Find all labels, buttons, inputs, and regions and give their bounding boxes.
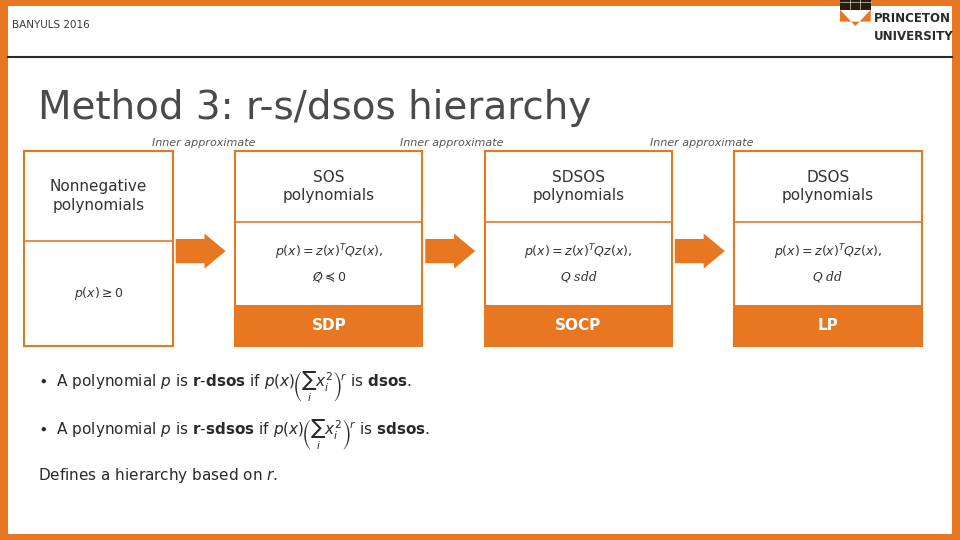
FancyArrow shape bbox=[675, 233, 725, 268]
Text: SDP: SDP bbox=[311, 318, 347, 333]
Text: $\bullet\;$ A polynomial $p$ is $\mathbf{r}$-$\mathbf{sdsos}$ if $p(x)\!\left(\s: $\bullet\;$ A polynomial $p$ is $\mathbf… bbox=[38, 417, 430, 452]
Text: $p(x) \geq 0$: $p(x) \geq 0$ bbox=[74, 285, 123, 302]
FancyArrow shape bbox=[176, 233, 226, 268]
Text: Defines a hierarchy based on $r$.: Defines a hierarchy based on $r$. bbox=[38, 465, 278, 485]
Text: $p(x) = z(x)^T Qz(x),$
$Q \not\preceq 0$: $p(x) = z(x)^T Qz(x),$ $Q \not\preceq 0$ bbox=[275, 243, 383, 284]
Bar bbox=[734, 305, 922, 346]
Bar bbox=[952, 0, 960, 540]
Polygon shape bbox=[840, 10, 871, 26]
FancyArrow shape bbox=[425, 233, 475, 268]
Text: LP: LP bbox=[818, 318, 838, 333]
Text: Inner approximate: Inner approximate bbox=[152, 138, 255, 148]
Text: SOCP: SOCP bbox=[555, 318, 602, 333]
Text: Inner approximate: Inner approximate bbox=[400, 138, 504, 148]
Bar bbox=[734, 151, 922, 346]
Bar bbox=[0, 0, 8, 540]
Text: DSOS
polynomials: DSOS polynomials bbox=[782, 170, 874, 204]
Text: SOS
polynomials: SOS polynomials bbox=[283, 170, 374, 204]
Bar bbox=[235, 151, 422, 346]
Bar bbox=[0, 0, 960, 6]
Bar bbox=[24, 151, 173, 346]
Text: $p(x) = z(x)^T Qz(x),$
$Q$ dd: $p(x) = z(x)^T Qz(x),$ $Q$ dd bbox=[774, 243, 882, 284]
Polygon shape bbox=[840, 0, 871, 10]
Text: $p(x) = z(x)^T Qz(x),$
$Q$ sdd: $p(x) = z(x)^T Qz(x),$ $Q$ sdd bbox=[524, 243, 633, 284]
Bar bbox=[485, 151, 672, 346]
Text: BANYULS 2016: BANYULS 2016 bbox=[12, 20, 90, 30]
Text: Inner approximate: Inner approximate bbox=[650, 138, 754, 148]
Text: $\bullet\;$ A polynomial $p$ is $\mathbf{r}$-$\mathbf{dsos}$ if $p(x)\!\left(\su: $\bullet\;$ A polynomial $p$ is $\mathbf… bbox=[38, 369, 413, 403]
Text: PRINCETON
UNIVERSITY: PRINCETON UNIVERSITY bbox=[874, 11, 953, 43]
Text: SDSOS
polynomials: SDSOS polynomials bbox=[533, 170, 624, 204]
Bar bbox=[0, 534, 960, 540]
Text: Nonnegative
polynomials: Nonnegative polynomials bbox=[50, 179, 147, 213]
Bar bbox=[235, 305, 422, 346]
Text: Method 3: r-s/dsos hierarchy: Method 3: r-s/dsos hierarchy bbox=[38, 89, 591, 127]
Bar bbox=[485, 305, 672, 346]
